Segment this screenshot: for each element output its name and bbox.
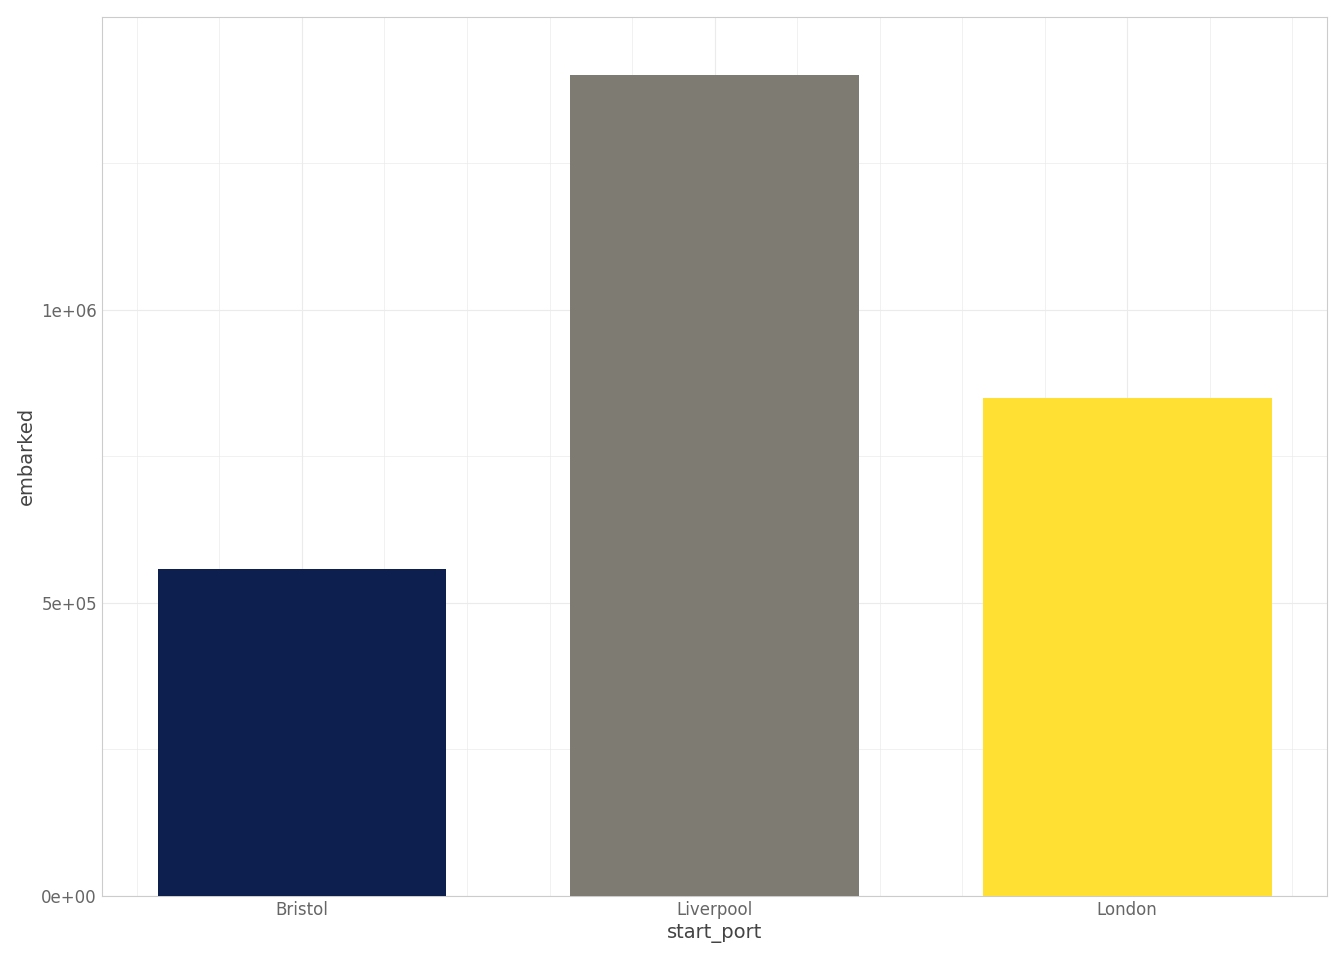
Bar [157,569,446,896]
X-axis label: start_port: start_port [667,924,762,944]
Bar [982,397,1271,896]
Y-axis label: embarked: embarked [16,407,36,505]
Bar [570,75,859,896]
